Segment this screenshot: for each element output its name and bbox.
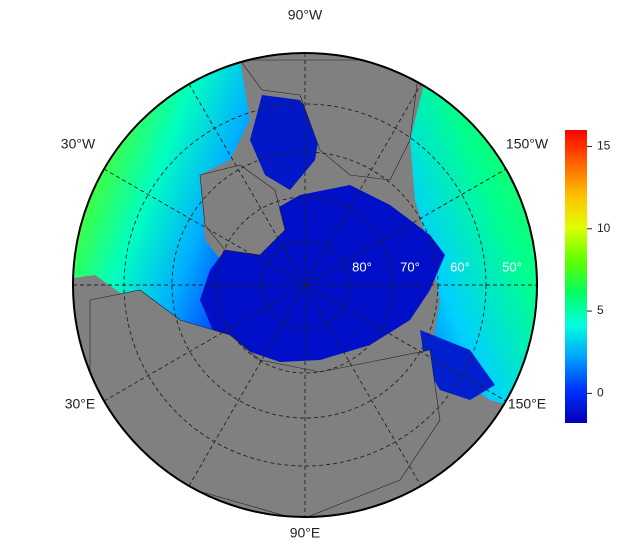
labels: 90°W 150°W 150°E 90°E 30°E 30°W 80° 70° 60° 50°	[61, 7, 549, 541]
north-america	[239, 59, 421, 181]
lat-label: 60°	[450, 259, 470, 274]
graticule	[73, 53, 537, 517]
lon-label: 150°W	[506, 136, 549, 152]
lat-label: 80°	[352, 259, 372, 274]
lon-label: 150°E	[508, 396, 546, 412]
lon-label: 90°E	[290, 525, 321, 541]
colorbar-tick-label: 10	[597, 221, 611, 235]
colorbar-tick-label: 5	[597, 303, 604, 317]
lat-label: 50°	[502, 259, 522, 274]
lon-label: 90°W	[288, 7, 323, 23]
colorbar-tick-label: 15	[597, 139, 611, 153]
colorbar	[565, 130, 587, 423]
colorbar-tick-label: 0	[597, 386, 604, 400]
lon-label: 30°E	[65, 396, 96, 412]
map-body	[73, 53, 537, 517]
map-border	[72, 52, 538, 518]
lon-label: 30°W	[61, 136, 96, 152]
bering-sea	[420, 330, 495, 400]
meridian	[188, 83, 422, 487]
lat-label: 70°	[400, 259, 420, 274]
baffin-bay	[250, 95, 320, 190]
